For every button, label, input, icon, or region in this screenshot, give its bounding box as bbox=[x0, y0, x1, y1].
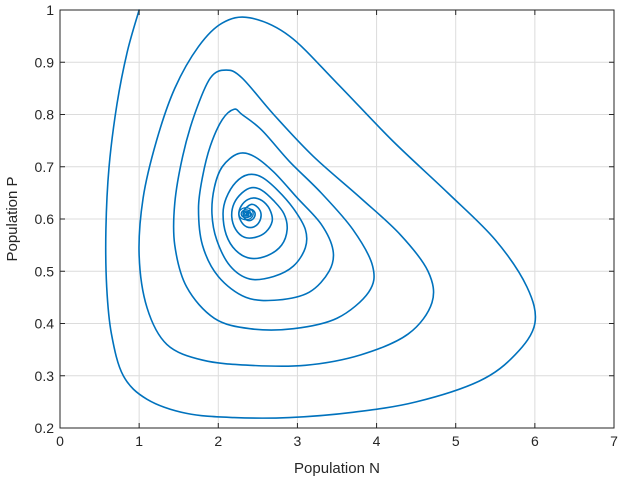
y-tick-label: 0.4 bbox=[35, 316, 55, 332]
y-tick-label: 0.8 bbox=[35, 107, 55, 123]
x-tick-label: 5 bbox=[452, 433, 460, 449]
x-axis-title: Population N bbox=[294, 460, 380, 477]
series-layer bbox=[104, 9, 537, 419]
y-tick-label: 0.9 bbox=[35, 54, 55, 70]
x-tick-label: 0 bbox=[56, 433, 64, 449]
equilibrium-curl bbox=[242, 210, 250, 217]
y-tick-label: 0.3 bbox=[35, 368, 55, 384]
y-axis-title: Population P bbox=[4, 176, 21, 261]
y-tick-label: 0.7 bbox=[35, 159, 55, 175]
equilibrium-curl bbox=[243, 211, 249, 216]
x-tick-label: 6 bbox=[531, 433, 539, 449]
y-tick-label: 0.5 bbox=[35, 263, 55, 279]
equilibrium-curl bbox=[240, 209, 252, 219]
ticks: 0 1 2 3 4 5 6 7 0.2 0.3 0.4 0.5 0.6 0.7 0.8 0.9 1 bbox=[35, 2, 619, 449]
equilibrium-curl bbox=[238, 207, 254, 221]
x-tick-label: 7 bbox=[610, 433, 618, 449]
trajectory-line bbox=[104, 9, 537, 419]
x-tick-label: 3 bbox=[294, 433, 302, 449]
x-tick-label: 1 bbox=[135, 433, 143, 449]
y-tick-label: 1 bbox=[46, 2, 54, 18]
y-tick-label: 0.2 bbox=[35, 420, 55, 436]
x-tick-label: 4 bbox=[373, 433, 381, 449]
y-tick-label: 0.6 bbox=[35, 211, 55, 227]
x-tick-label: 2 bbox=[214, 433, 222, 449]
